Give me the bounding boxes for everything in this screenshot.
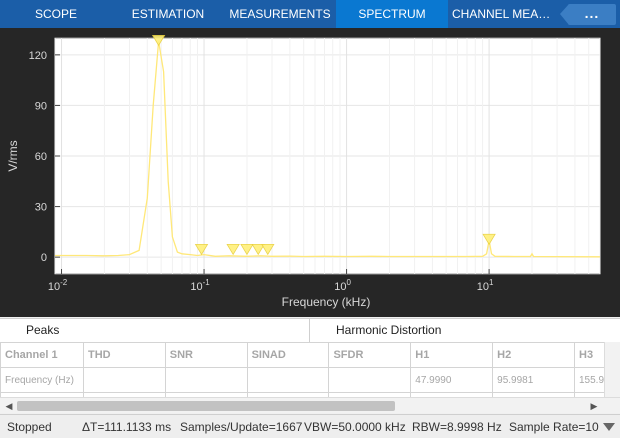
y-tick-label: 0	[41, 252, 47, 264]
x-tick-label: 10-2	[48, 278, 68, 293]
x-axis-ticks: 10-2 10-1 100 101	[48, 269, 494, 293]
table-cell: 47.9990	[410, 367, 494, 393]
peak-marker	[482, 233, 496, 246]
status-overflow-icon[interactable]	[603, 423, 615, 431]
table-row: Frequency (Hz) 47.9990 95.9981 155.9	[0, 367, 620, 393]
peak-marker	[261, 243, 275, 256]
scrollbar-thumb[interactable]	[17, 401, 395, 411]
x-tick-label: 10-1	[190, 278, 210, 293]
horizontal-scrollbar[interactable]: ◀ ▶	[0, 397, 620, 413]
table-cell: Frequency (Hz)	[0, 367, 84, 393]
measurement-pane-headers: Peaks Harmonic Distortion	[0, 318, 620, 343]
peak-marker	[226, 243, 240, 256]
column-header[interactable]: THD	[82, 342, 166, 368]
scroll-right-icon[interactable]: ▶	[590, 401, 598, 411]
scroll-left-icon[interactable]: ◀	[5, 401, 13, 411]
tab-estimation[interactable]: ESTIMATION	[131, 7, 205, 21]
pane-divider	[309, 319, 310, 343]
y-tick-label: 120	[29, 50, 47, 62]
tab-scope[interactable]: SCOPE	[34, 7, 77, 21]
vertical-scrollbar[interactable]	[604, 342, 620, 397]
table-cell	[328, 367, 412, 393]
y-tick-label: 30	[35, 202, 47, 214]
tab-channel-measurements[interactable]: CHANNEL MEASU...	[452, 7, 560, 21]
table-header-row: Channel 1 THD SNR SINAD SFDR H1 H2 H3	[0, 342, 620, 368]
column-header[interactable]: SNR	[164, 342, 248, 368]
peak-markers	[151, 34, 496, 256]
ellipsis-icon: ...	[584, 5, 600, 21]
spectrum-trace	[55, 41, 601, 258]
status-rbw: RBW=8.9998 Hz	[412, 420, 502, 434]
peak-marker	[194, 243, 209, 256]
spectrum-plot: 0 30 60 90 120 10-2 10-1 100 101 Frequency (kHz…	[0, 28, 620, 317]
toolstrip-tabs: SCOPE ESTIMATION MEASUREMENTS SPECTRUM C…	[0, 0, 620, 28]
x-axis-label: Frequency (kHz)	[282, 295, 371, 309]
status-samples: Samples/Update=1667	[180, 420, 303, 434]
column-header[interactable]: SFDR	[328, 342, 412, 368]
column-header[interactable]: H1	[410, 342, 494, 368]
column-header[interactable]: SINAD	[246, 342, 330, 368]
spectrum-chart[interactable]: 0 30 60 90 120 10-2 10-1 100 101 Frequency (kHz…	[0, 28, 620, 317]
more-options-button[interactable]: ...	[568, 4, 616, 25]
peak-marker	[251, 243, 265, 256]
column-header[interactable]: H2	[492, 342, 575, 368]
tab-measurements[interactable]: MEASUREMENTS	[229, 7, 331, 21]
table-cell	[82, 392, 166, 397]
y-axis-label: V/rms	[6, 140, 20, 171]
table-cell	[82, 367, 166, 393]
spectrum-line	[55, 41, 601, 258]
harmonic-distortion-table: Channel 1 THD SNR SINAD SFDR H1 H2 H3 Fr…	[0, 342, 620, 397]
table-cell	[246, 367, 330, 393]
table-cell	[0, 392, 84, 397]
table-row	[0, 392, 620, 397]
status-state: Stopped	[7, 420, 52, 434]
status-vbw: VBW=50.0000 kHz	[304, 420, 406, 434]
x-tick-label: 100	[334, 278, 351, 293]
y-tick-label: 90	[35, 100, 47, 112]
status-delta-t: ΔT=111.1133 ms	[82, 420, 172, 434]
status-sample-rate: Sample Rate=10	[509, 420, 599, 434]
more-arrow-icon	[560, 4, 569, 25]
y-axis-ticks: 0 30 60 90 120	[29, 50, 60, 264]
peak-marker	[240, 243, 254, 256]
y-tick-label: 60	[35, 151, 47, 163]
status-bar: Stopped ΔT=111.1133 ms Samples/Update=16…	[0, 414, 620, 438]
peak-marker	[151, 34, 166, 47]
table-cell	[164, 367, 248, 393]
column-header[interactable]: Channel 1	[0, 342, 84, 368]
table-cell: 95.9981	[492, 367, 575, 393]
x-tick-label: 101	[477, 278, 494, 293]
harmonic-distortion-pane-title[interactable]: Harmonic Distortion	[336, 323, 442, 337]
peaks-pane-title[interactable]: Peaks	[26, 323, 60, 337]
grid-lines	[54, 38, 601, 274]
tab-spectrum[interactable]: SPECTRUM	[336, 0, 448, 28]
